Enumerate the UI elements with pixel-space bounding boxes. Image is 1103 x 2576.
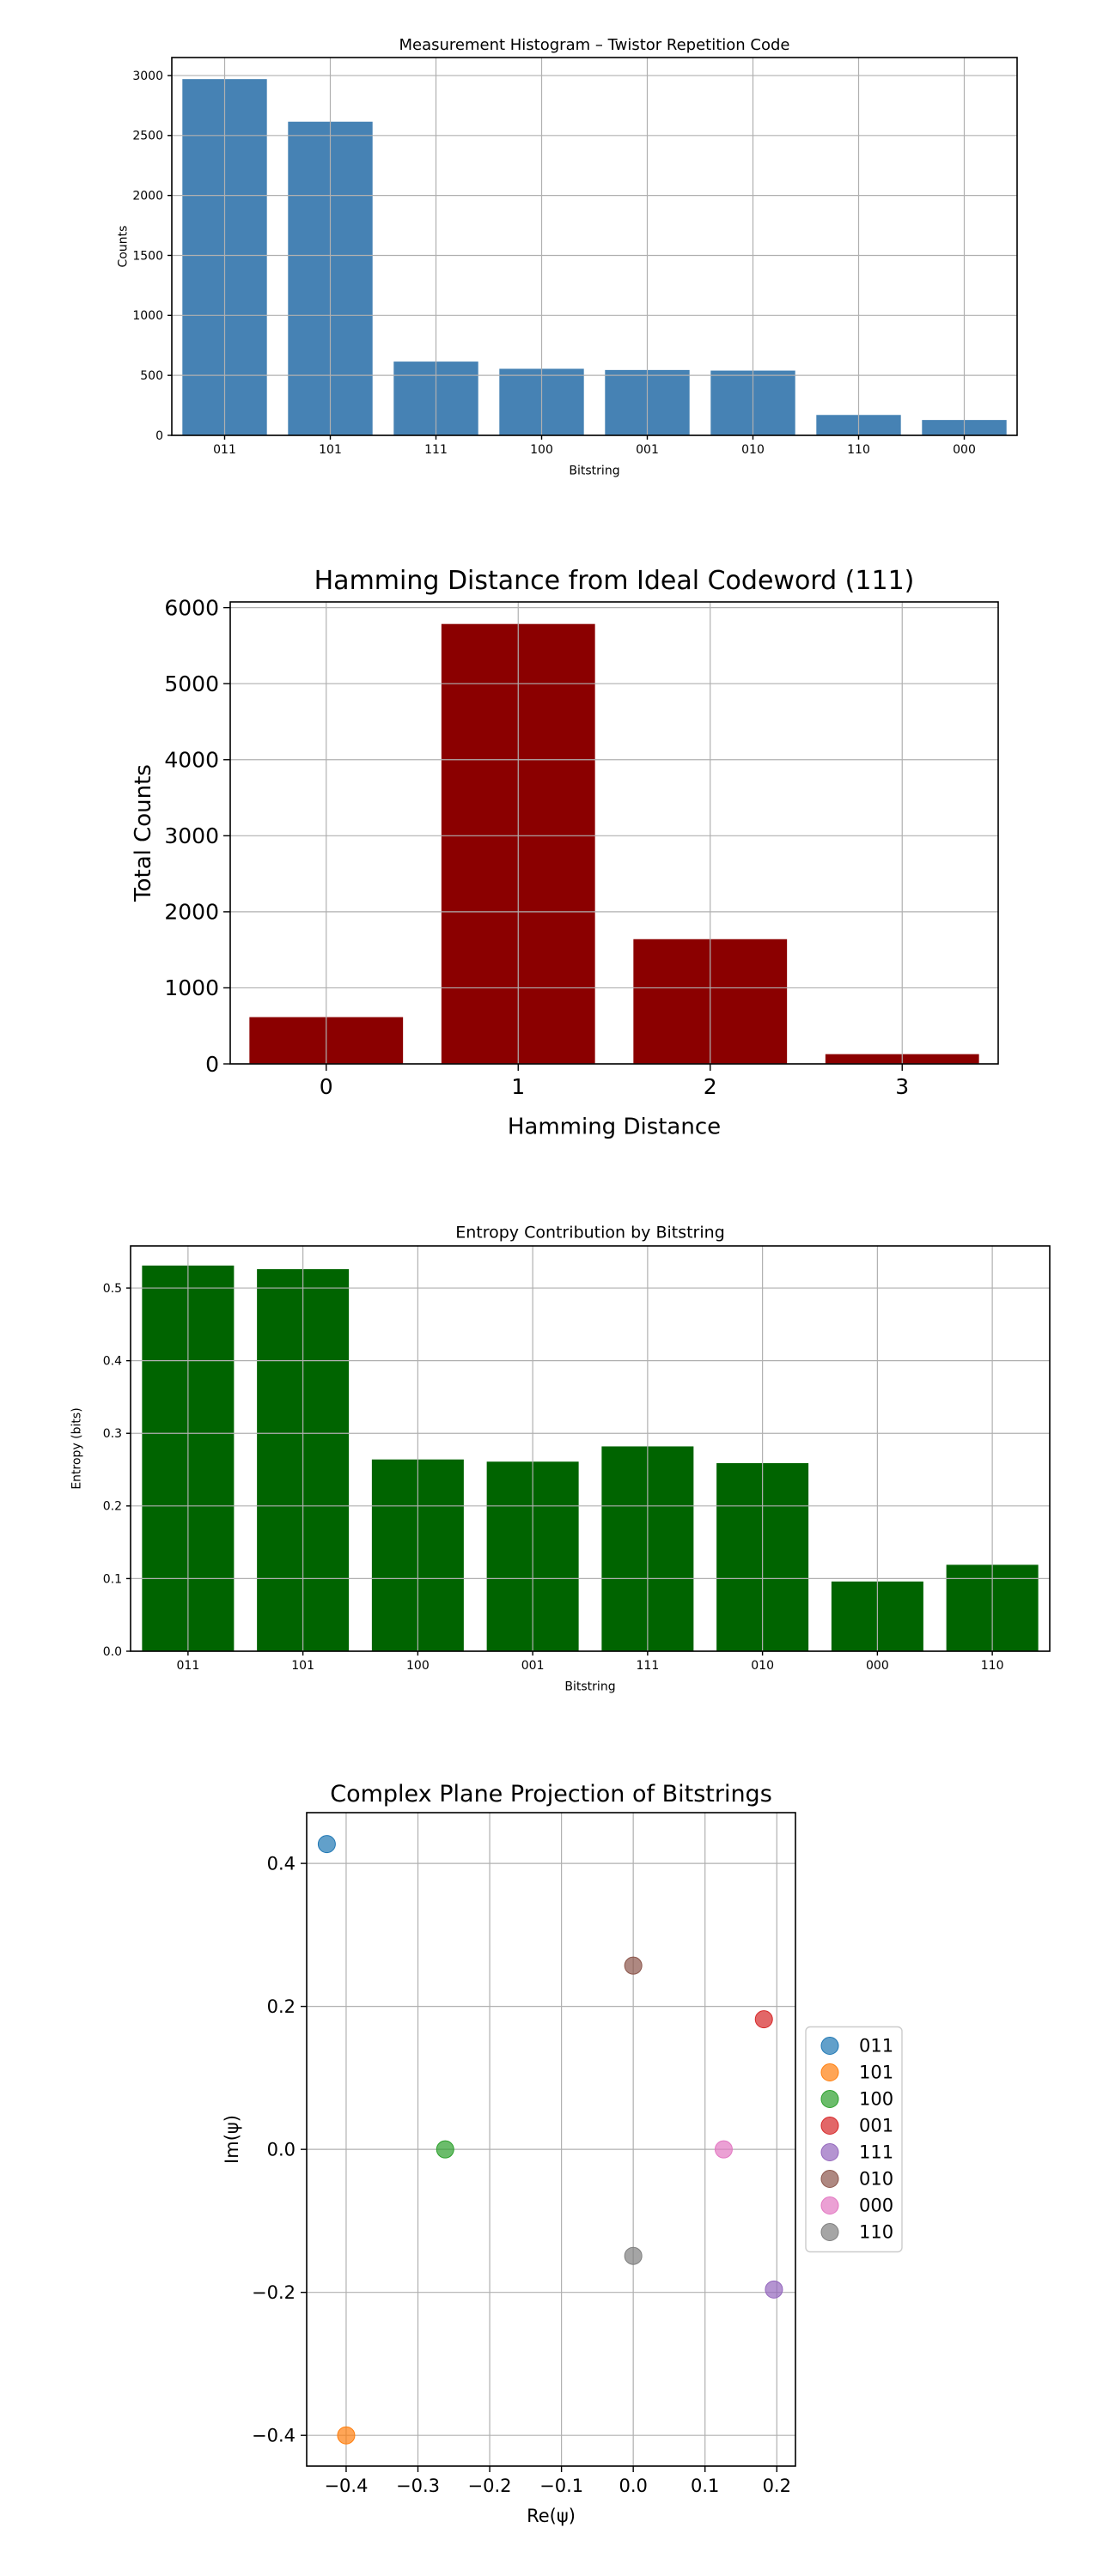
x-tick-label: 0.0: [619, 2476, 647, 2496]
x-tick-label: 110: [981, 1659, 1004, 1673]
x-axis-label: Bitstring: [564, 1680, 615, 1694]
legend-frame: [805, 2026, 903, 2253]
legend-label: 100: [859, 2089, 893, 2110]
x-tick-label: 101: [319, 443, 342, 457]
scatter-chart-3: −0.4 −0.3 −0.2 −0.1 0.0 0.1 0.2 −0.4 −0.2 0.0 0.2 0…: [222, 1781, 903, 2526]
x-tick-label: −0.2: [468, 2476, 512, 2496]
y-tick-label: 0.2: [267, 1996, 296, 2017]
legend-marker-000: [820, 2196, 839, 2215]
x-tick-label: 011: [213, 443, 236, 457]
plot-frame: [229, 601, 999, 1065]
chart-title: Hamming Distance from Ideal Codeword (11…: [314, 566, 915, 596]
y-tick-label: 2000: [132, 190, 163, 204]
plot-frame: [171, 57, 1018, 436]
x-tick-label: −0.3: [396, 2476, 440, 2496]
y-tick-label: 0: [205, 1052, 219, 1077]
y-tick-label: 1500: [132, 249, 163, 263]
x-tick-label: 3: [895, 1074, 909, 1099]
chart-title: Entropy Contribution by Bitstring: [455, 1224, 725, 1242]
y-tick-label: −0.2: [252, 2282, 296, 2303]
x-tick-label: 001: [636, 443, 659, 457]
y-tick-label: 0.0: [103, 1645, 122, 1659]
legend-marker-011: [820, 2037, 839, 2055]
y-tick-label: 1000: [164, 975, 219, 1000]
y-axis-label: Counts: [116, 226, 130, 268]
x-tick-label: 111: [637, 1659, 660, 1673]
x-axis-label: Bitstring: [569, 465, 619, 478]
x-tick-label: 000: [866, 1659, 889, 1673]
chart-title: Measurement Histogram – Twistor Repetiti…: [399, 36, 789, 54]
point-010: [624, 1956, 643, 1975]
legend-marker-101: [820, 2063, 839, 2081]
legend-marker-110: [820, 2223, 839, 2241]
y-tick-label: 3000: [132, 70, 163, 83]
y-tick-label: 6000: [164, 595, 219, 620]
x-axis-label: Re(ψ): [527, 2506, 576, 2526]
y-tick-label: 2000: [164, 900, 219, 925]
bar-chart-0: 0 500 1000 1500 2000 2500 3000 011 101 111 100 001 0…: [116, 36, 1018, 478]
point-110: [624, 2246, 643, 2265]
legend-label: 101: [859, 2063, 893, 2083]
legend-label: 001: [859, 2116, 893, 2136]
point-100: [436, 2140, 454, 2159]
x-tick-label: 110: [847, 443, 870, 457]
y-axis-label: Im(ψ): [222, 2115, 242, 2164]
x-tick-label: 011: [177, 1659, 200, 1673]
y-tick-label: 1000: [132, 309, 163, 323]
x-tick-label: −0.4: [324, 2476, 368, 2496]
point-001: [754, 2010, 773, 2029]
y-tick-label: 0.0: [267, 2140, 296, 2160]
legend-marker-111: [820, 2143, 839, 2161]
plot-frame: [306, 1812, 796, 2467]
x-tick-label: 111: [424, 443, 448, 457]
y-tick-label: 4000: [164, 748, 219, 773]
x-tick-label: 101: [291, 1659, 314, 1673]
y-tick-label: 0.1: [103, 1572, 122, 1586]
y-tick-label: 0: [155, 429, 163, 443]
x-axis-label: Hamming Distance: [508, 1114, 721, 1139]
y-tick-label: 0.4: [267, 1853, 296, 1874]
legend-label: 110: [859, 2222, 893, 2243]
y-tick-label: −0.4: [252, 2426, 296, 2446]
legend-label: 000: [859, 2196, 893, 2216]
y-axis-label: Total Counts: [131, 764, 156, 902]
x-tick-label: 100: [530, 443, 553, 457]
y-tick-label: 500: [140, 369, 163, 383]
chart-title: Complex Plane Projection of Bitstrings: [330, 1781, 772, 1807]
x-tick-label: 1: [511, 1074, 525, 1099]
y-tick-label: 0.4: [103, 1355, 122, 1369]
legend-marker-001: [820, 2117, 839, 2135]
x-tick-label: 010: [751, 1659, 774, 1673]
bar-chart-2: 0.0 0.1 0.2 0.3 0.4 0.5 011 101 100 001 111 010 000 1…: [70, 1224, 1051, 1694]
x-tick-label: 2: [704, 1074, 717, 1099]
legend-label: 111: [859, 2142, 893, 2163]
x-tick-label: 0.2: [763, 2476, 791, 2496]
legend: 011 101 100 001 111 010 000 110: [805, 2026, 903, 2253]
y-tick-label: 3000: [164, 823, 219, 848]
x-tick-label: 000: [953, 443, 976, 457]
legend-label: 010: [859, 2169, 893, 2190]
bar-chart-1: 0 1000 2000 3000 4000 5000 6000 0 1 2 3 Hamming Dis…: [131, 566, 999, 1139]
y-axis-label: Entropy (bits): [70, 1407, 83, 1489]
legend-label: 011: [859, 2036, 893, 2057]
x-tick-label: 0.1: [691, 2476, 719, 2496]
legend-marker-100: [820, 2090, 839, 2108]
y-tick-label: 2500: [132, 130, 163, 143]
x-tick-label: 0: [320, 1074, 333, 1099]
legend-marker-010: [820, 2170, 839, 2188]
x-tick-label: −0.1: [539, 2476, 583, 2496]
point-000: [714, 2140, 733, 2159]
y-tick-label: 0.2: [103, 1500, 122, 1514]
point-111: [765, 2280, 783, 2299]
x-tick-label: 100: [406, 1659, 430, 1673]
y-tick-label: 0.3: [103, 1427, 122, 1441]
x-tick-label: 001: [521, 1659, 545, 1673]
y-tick-label: 5000: [164, 671, 219, 696]
point-011: [317, 1835, 336, 1854]
plot-frame: [130, 1245, 1051, 1652]
point-101: [337, 2426, 356, 2445]
x-tick-label: 010: [741, 443, 765, 457]
y-tick-label: 0.5: [103, 1282, 122, 1296]
